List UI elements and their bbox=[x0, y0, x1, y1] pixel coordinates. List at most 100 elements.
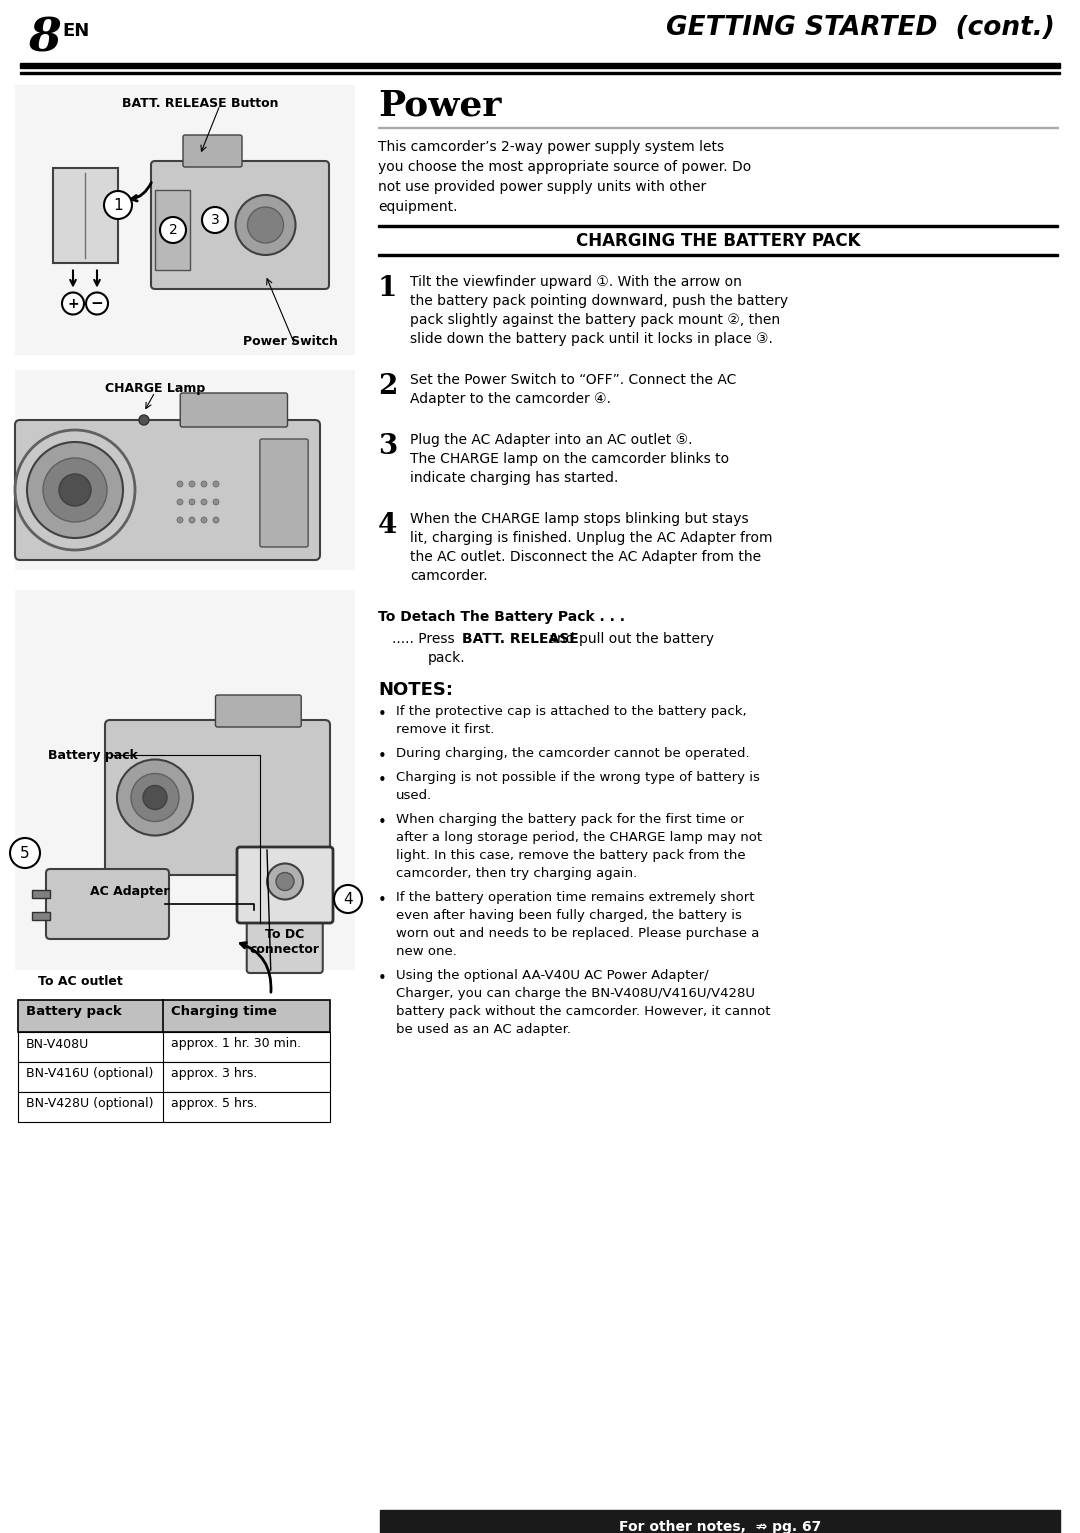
Text: CHARGE Lamp: CHARGE Lamp bbox=[105, 382, 205, 396]
Text: ..... Press: ..... Press bbox=[392, 632, 459, 645]
Text: 1: 1 bbox=[378, 274, 397, 302]
Text: the AC outlet. Disconnect the AC Adapter from the: the AC outlet. Disconnect the AC Adapter… bbox=[410, 550, 761, 564]
Text: be used as an AC adapter.: be used as an AC adapter. bbox=[396, 1023, 571, 1036]
Text: BATT. RELEASE Button: BATT. RELEASE Button bbox=[122, 97, 279, 110]
Bar bbox=[378, 225, 1058, 227]
Bar bbox=[378, 254, 1058, 256]
Circle shape bbox=[131, 774, 179, 822]
Text: BATT. RELEASE: BATT. RELEASE bbox=[462, 632, 579, 645]
FancyBboxPatch shape bbox=[46, 869, 168, 940]
Bar bbox=[21, 63, 1059, 67]
Circle shape bbox=[59, 474, 91, 506]
Circle shape bbox=[201, 500, 207, 504]
FancyBboxPatch shape bbox=[183, 135, 242, 167]
Text: 2: 2 bbox=[378, 373, 397, 400]
Bar bbox=[15, 369, 355, 570]
Text: battery pack without the camcorder. However, it cannot: battery pack without the camcorder. Howe… bbox=[396, 1006, 770, 1018]
Text: •: • bbox=[378, 894, 387, 908]
Text: GETTING STARTED  (cont.): GETTING STARTED (cont.) bbox=[666, 15, 1055, 41]
Circle shape bbox=[104, 192, 132, 219]
Text: Tilt the viewfinder upward ①. With the arrow on: Tilt the viewfinder upward ①. With the a… bbox=[410, 274, 742, 290]
Text: Set the Power Switch to “OFF”. Connect the AC: Set the Power Switch to “OFF”. Connect t… bbox=[410, 373, 737, 386]
Text: The CHARGE lamp on the camcorder blinks to: The CHARGE lamp on the camcorder blinks … bbox=[410, 452, 729, 466]
Circle shape bbox=[10, 839, 40, 868]
Text: approx. 5 hrs.: approx. 5 hrs. bbox=[171, 1098, 257, 1110]
Text: •: • bbox=[378, 750, 387, 763]
Bar bbox=[15, 84, 355, 356]
FancyBboxPatch shape bbox=[156, 190, 190, 270]
Text: Battery pack: Battery pack bbox=[48, 748, 138, 762]
Text: camcorder.: camcorder. bbox=[410, 569, 488, 583]
Text: pack slightly against the battery pack mount ②, then: pack slightly against the battery pack m… bbox=[410, 313, 780, 327]
Text: not use provided power supply units with other: not use provided power supply units with… bbox=[378, 179, 706, 195]
Circle shape bbox=[267, 863, 303, 900]
Bar bbox=[15, 590, 355, 970]
Text: Adapter to the camcorder ④.: Adapter to the camcorder ④. bbox=[410, 392, 611, 406]
Bar bbox=[18, 1000, 330, 1032]
Circle shape bbox=[177, 517, 183, 523]
Text: approx. 1 hr. 30 min.: approx. 1 hr. 30 min. bbox=[171, 1038, 301, 1050]
FancyBboxPatch shape bbox=[260, 438, 308, 547]
FancyBboxPatch shape bbox=[246, 872, 323, 973]
FancyBboxPatch shape bbox=[32, 889, 50, 898]
Text: NOTES:: NOTES: bbox=[378, 681, 453, 699]
Circle shape bbox=[334, 885, 362, 914]
Circle shape bbox=[143, 785, 167, 809]
Text: To AC outlet: To AC outlet bbox=[38, 975, 122, 987]
Text: AC Adapter: AC Adapter bbox=[91, 885, 170, 898]
Circle shape bbox=[235, 195, 296, 254]
Circle shape bbox=[276, 872, 294, 891]
Circle shape bbox=[86, 293, 108, 314]
Text: BN-V428U (optional): BN-V428U (optional) bbox=[26, 1098, 153, 1110]
Text: 4: 4 bbox=[343, 892, 353, 906]
FancyBboxPatch shape bbox=[15, 420, 320, 560]
Text: −: − bbox=[91, 296, 104, 311]
Text: 2: 2 bbox=[168, 222, 177, 238]
FancyBboxPatch shape bbox=[105, 721, 330, 875]
Text: Using the optional AA-V40U AC Power Adapter/: Using the optional AA-V40U AC Power Adap… bbox=[396, 969, 708, 983]
FancyBboxPatch shape bbox=[180, 392, 287, 428]
Circle shape bbox=[177, 500, 183, 504]
Text: light. In this case, remove the battery pack from the: light. In this case, remove the battery … bbox=[396, 849, 745, 862]
Text: •: • bbox=[378, 970, 387, 986]
Text: •: • bbox=[378, 707, 387, 722]
Circle shape bbox=[160, 218, 186, 244]
Circle shape bbox=[189, 517, 195, 523]
Text: you choose the most appropriate source of power. Do: you choose the most appropriate source o… bbox=[378, 159, 752, 175]
Bar bbox=[18, 1032, 330, 1062]
Circle shape bbox=[213, 517, 219, 523]
Circle shape bbox=[27, 442, 123, 538]
Text: worn out and needs to be replaced. Please purchase a: worn out and needs to be replaced. Pleas… bbox=[396, 927, 759, 940]
Text: new one.: new one. bbox=[396, 944, 457, 958]
Circle shape bbox=[62, 293, 84, 314]
Text: EN: EN bbox=[62, 21, 90, 40]
Text: and pull out the battery: and pull out the battery bbox=[544, 632, 714, 645]
Circle shape bbox=[201, 481, 207, 487]
Circle shape bbox=[201, 517, 207, 523]
Circle shape bbox=[139, 415, 149, 425]
Circle shape bbox=[213, 481, 219, 487]
Text: 3: 3 bbox=[378, 432, 397, 460]
Text: lit, charging is finished. Unplug the AC Adapter from: lit, charging is finished. Unplug the AC… bbox=[410, 530, 772, 546]
Text: 8: 8 bbox=[28, 15, 60, 61]
Text: approx. 3 hrs.: approx. 3 hrs. bbox=[171, 1067, 257, 1081]
FancyBboxPatch shape bbox=[216, 694, 301, 727]
Text: camcorder, then try charging again.: camcorder, then try charging again. bbox=[396, 868, 637, 880]
Text: Power: Power bbox=[378, 87, 501, 123]
Text: 1: 1 bbox=[113, 198, 123, 213]
Bar bbox=[21, 72, 1059, 74]
Circle shape bbox=[117, 759, 193, 835]
Text: For other notes,  ⇏ pg. 67: For other notes, ⇏ pg. 67 bbox=[619, 1521, 821, 1533]
Text: 5: 5 bbox=[21, 846, 30, 860]
Text: If the battery operation time remains extremely short: If the battery operation time remains ex… bbox=[396, 891, 755, 904]
Circle shape bbox=[189, 500, 195, 504]
FancyBboxPatch shape bbox=[237, 848, 333, 923]
Text: •: • bbox=[378, 773, 387, 788]
Text: remove it first.: remove it first. bbox=[396, 724, 495, 736]
Text: When charging the battery pack for the first time or: When charging the battery pack for the f… bbox=[396, 812, 744, 826]
Text: BN-V416U (optional): BN-V416U (optional) bbox=[26, 1067, 153, 1081]
FancyBboxPatch shape bbox=[151, 161, 329, 290]
Text: CHARGING THE BATTERY PACK: CHARGING THE BATTERY PACK bbox=[576, 231, 861, 250]
Circle shape bbox=[189, 481, 195, 487]
Circle shape bbox=[177, 481, 183, 487]
